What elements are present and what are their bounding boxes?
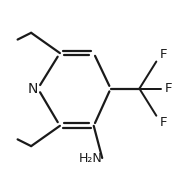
Text: F: F [165,82,172,95]
Text: H₂N: H₂N [78,152,102,165]
Text: N: N [28,82,38,96]
Text: F: F [160,116,167,129]
Text: F: F [160,48,167,61]
